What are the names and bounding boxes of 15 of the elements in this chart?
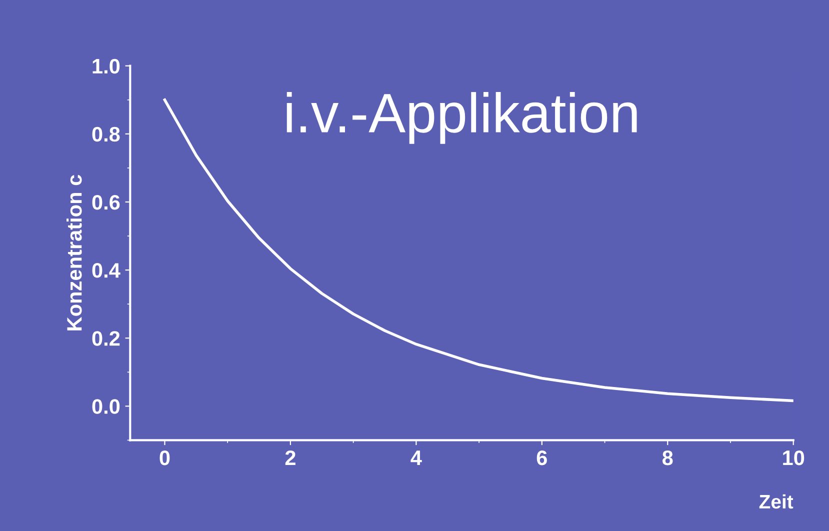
y-axis-title: Konzentration c (66, 174, 82, 330)
x-tick-label: 0 (160, 450, 170, 466)
x-axis-title: Zeit (759, 494, 794, 509)
y-tick-label: 0.8 (92, 126, 120, 142)
x-tick-label: 2 (285, 450, 296, 466)
y-tick-label: 1.0 (92, 58, 120, 74)
y-tick-label: 0.2 (92, 331, 120, 346)
y-tick-label: 0.6 (92, 194, 120, 210)
chart-title: i.v.-Applikation (286, 92, 637, 144)
x-tick-label: 6 (536, 450, 547, 466)
x-tick-label: 4 (410, 450, 422, 466)
y-tick-label: 0.4 (92, 263, 120, 278)
x-tick-label: 10 (783, 450, 804, 466)
y-tick-label: 0.0 (92, 399, 120, 414)
x-tick-label: 8 (662, 450, 673, 466)
